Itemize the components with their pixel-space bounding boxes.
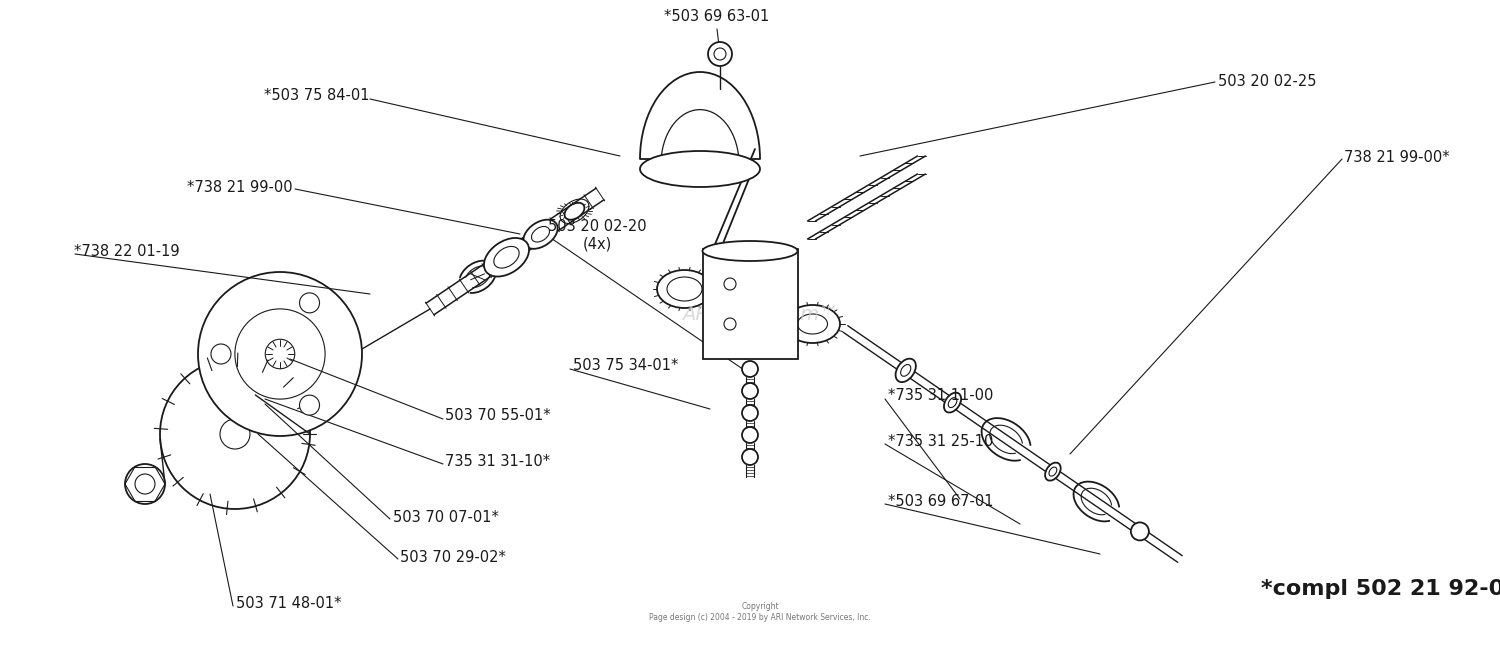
Circle shape	[742, 361, 758, 377]
Text: 735 31 31-10*: 735 31 31-10*	[446, 453, 550, 468]
Circle shape	[300, 395, 320, 415]
Circle shape	[236, 309, 326, 399]
Ellipse shape	[1046, 462, 1060, 481]
Text: *735 31 25-10: *735 31 25-10	[888, 434, 993, 449]
Text: *503 75 84-01: *503 75 84-01	[264, 88, 370, 103]
Circle shape	[1131, 523, 1149, 540]
Text: *738 22 01-19: *738 22 01-19	[74, 245, 180, 260]
Ellipse shape	[1048, 467, 1058, 476]
Text: *735 31 11-00: *735 31 11-00	[888, 388, 993, 404]
Circle shape	[742, 383, 758, 399]
Circle shape	[211, 344, 231, 364]
Text: 503 20 02-20
(4x): 503 20 02-20 (4x)	[548, 219, 646, 251]
Ellipse shape	[564, 203, 585, 220]
Text: 503 75 34-01*: 503 75 34-01*	[573, 358, 678, 373]
Ellipse shape	[896, 358, 916, 382]
Text: *compl 502 21 92-04: *compl 502 21 92-04	[1260, 579, 1500, 599]
Circle shape	[714, 48, 726, 60]
Text: 503 70 07-01*: 503 70 07-01*	[393, 509, 500, 525]
Text: 738 21 99-00*: 738 21 99-00*	[1344, 150, 1449, 165]
Ellipse shape	[900, 364, 910, 376]
Circle shape	[742, 405, 758, 421]
Circle shape	[220, 419, 251, 449]
Text: 503 70 55-01*: 503 70 55-01*	[446, 409, 550, 424]
Ellipse shape	[668, 277, 702, 301]
Text: 503 70 29-02*: 503 70 29-02*	[400, 549, 506, 564]
Circle shape	[300, 293, 320, 313]
Ellipse shape	[531, 226, 549, 242]
Ellipse shape	[657, 270, 712, 308]
Ellipse shape	[784, 305, 840, 343]
Ellipse shape	[944, 392, 962, 413]
Circle shape	[742, 427, 758, 443]
Ellipse shape	[702, 241, 798, 261]
Ellipse shape	[798, 314, 828, 334]
Circle shape	[160, 359, 310, 509]
Text: *503 69 67-01: *503 69 67-01	[888, 494, 993, 509]
Ellipse shape	[494, 247, 519, 268]
Text: *738 21 99-00: *738 21 99-00	[188, 179, 292, 194]
Ellipse shape	[524, 220, 558, 249]
Circle shape	[724, 278, 736, 290]
Text: Copyright
Page design (c) 2004 - 2019 by ARI Network Services, Inc.: Copyright Page design (c) 2004 - 2019 by…	[650, 602, 872, 622]
Circle shape	[198, 272, 362, 436]
Text: 503 71 48-01*: 503 71 48-01*	[236, 596, 342, 611]
FancyBboxPatch shape	[702, 249, 798, 359]
Text: ARPartStream™: ARPartStream™	[681, 305, 838, 324]
Circle shape	[708, 42, 732, 66]
Circle shape	[135, 474, 154, 494]
Circle shape	[742, 449, 758, 465]
Circle shape	[724, 318, 736, 330]
Circle shape	[266, 339, 296, 369]
Text: 503 20 02-25: 503 20 02-25	[1218, 73, 1317, 88]
Circle shape	[124, 464, 165, 504]
Text: *503 69 63-01: *503 69 63-01	[664, 9, 770, 24]
Ellipse shape	[948, 398, 957, 407]
Ellipse shape	[484, 238, 530, 277]
Ellipse shape	[640, 151, 760, 187]
